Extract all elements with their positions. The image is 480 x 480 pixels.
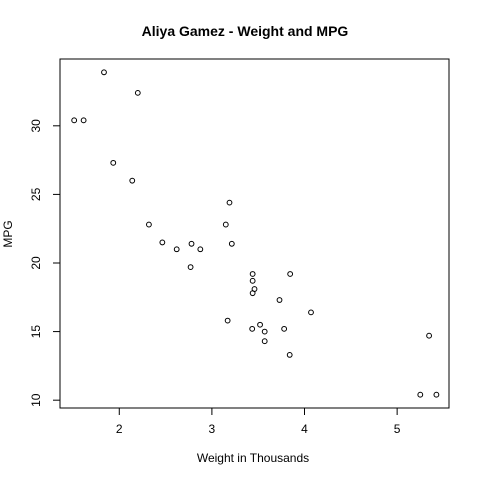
data-point [224, 317, 231, 324]
x-axis-label: Weight in Thousands [197, 451, 309, 465]
chart-title: Aliya Gamez - Weight and MPG [142, 23, 349, 39]
y-tick-label: 20 [29, 256, 43, 270]
y-tick-label: 30 [29, 119, 43, 133]
data-point [197, 246, 204, 253]
data-point [281, 325, 288, 332]
x-tick-label: 2 [116, 422, 123, 436]
data-point [159, 239, 166, 246]
data-point [71, 117, 78, 124]
data-point [249, 271, 256, 277]
data-point [287, 271, 294, 277]
data-point [134, 89, 141, 96]
x-axis: 2 3 4 5 [116, 407, 401, 436]
data-point [101, 69, 107, 76]
y-tick-label: 25 [29, 187, 43, 201]
data-point [286, 352, 293, 358]
data-point [249, 290, 256, 297]
data-points [71, 69, 440, 398]
data-point [228, 240, 235, 247]
data-point [261, 328, 268, 335]
data-point [417, 391, 424, 398]
x-tick-label: 3 [209, 422, 216, 436]
data-point [80, 117, 87, 124]
data-point [173, 246, 180, 253]
data-point [222, 221, 229, 228]
data-point [129, 177, 136, 184]
data-point [249, 277, 256, 284]
data-point [110, 159, 117, 166]
y-axis: 10 15 20 25 30 [29, 119, 61, 407]
data-point [226, 199, 233, 206]
y-axis-label: MPG [1, 220, 15, 247]
data-point [261, 338, 268, 345]
y-tick-label: 15 [29, 325, 43, 339]
data-point [249, 325, 256, 332]
plot-frame [59, 58, 450, 409]
data-point [433, 391, 440, 398]
data-point [187, 264, 194, 271]
x-tick-label: 5 [394, 422, 401, 436]
x-tick-label: 4 [301, 422, 308, 436]
data-point [257, 321, 263, 328]
y-tick-label: 10 [29, 393, 43, 407]
data-point [146, 221, 152, 228]
data-point [426, 332, 432, 339]
data-point [188, 240, 195, 247]
data-point [308, 309, 314, 316]
data-point [276, 297, 283, 303]
